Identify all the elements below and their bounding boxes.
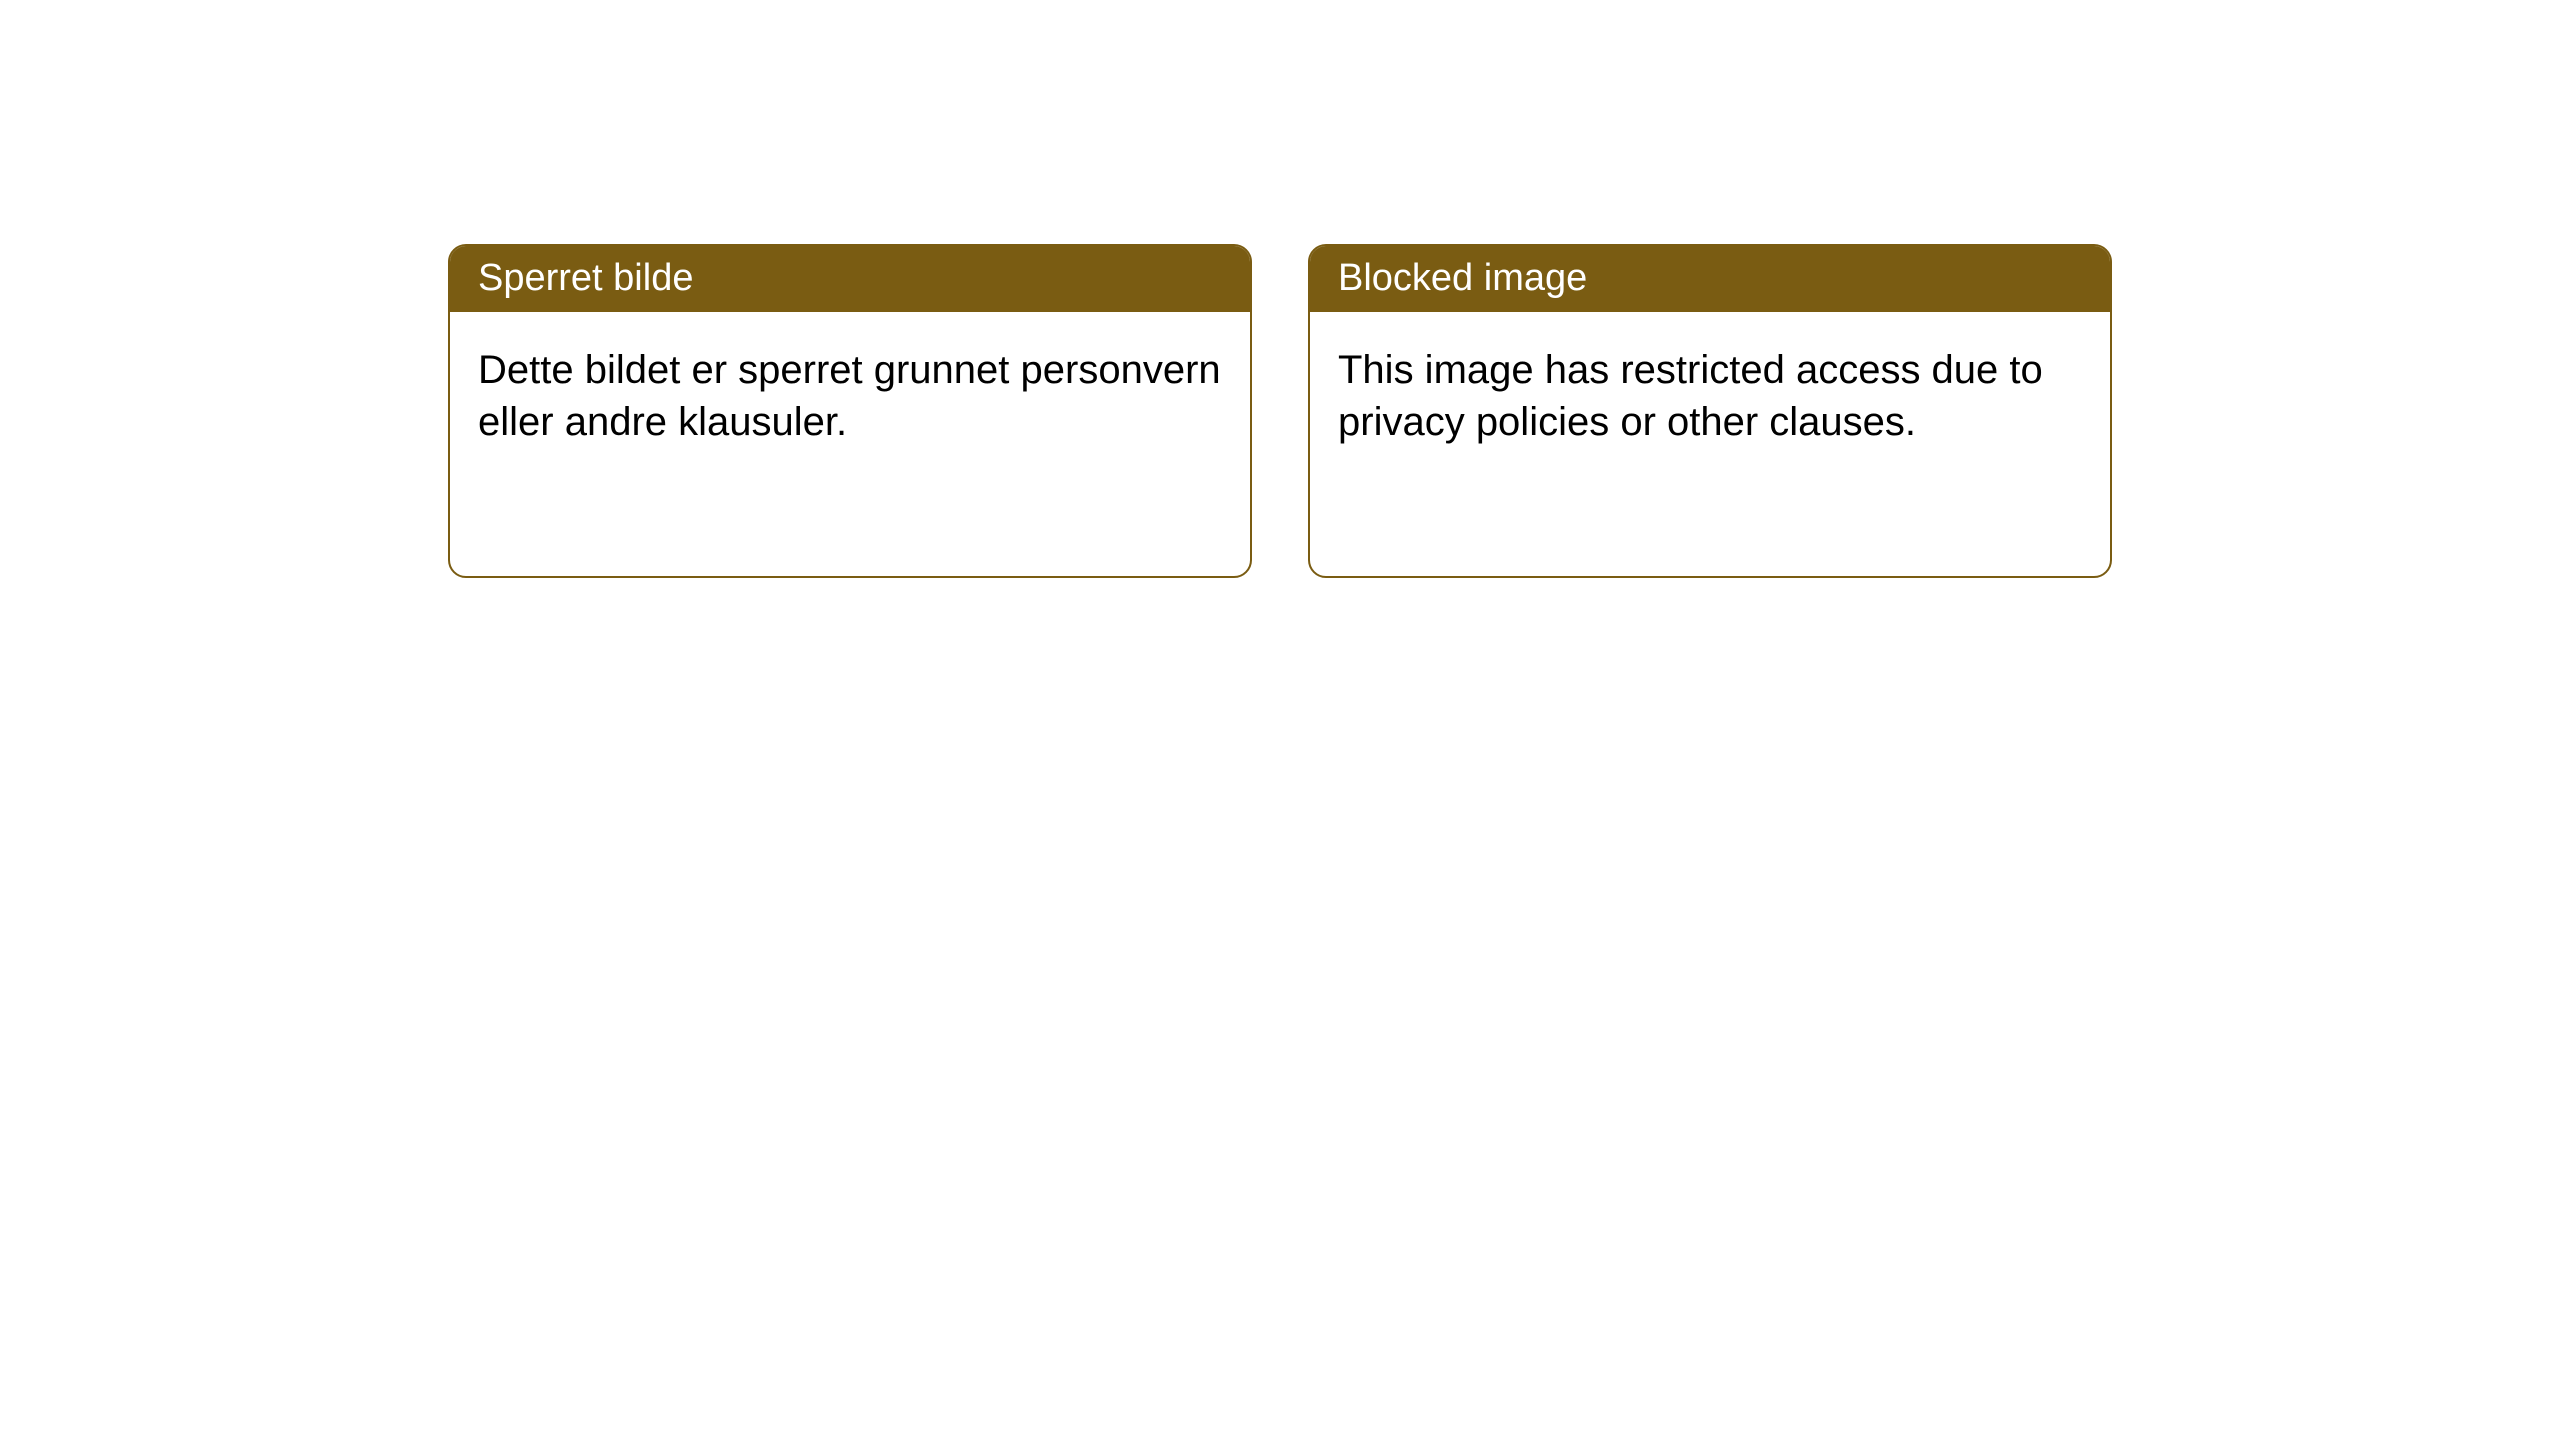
notice-box-english: Blocked image This image has restricted …	[1308, 244, 2112, 578]
notice-title: Blocked image	[1338, 257, 1587, 299]
notice-header: Blocked image	[1310, 246, 2110, 312]
notice-body: This image has restricted access due to …	[1310, 312, 2110, 480]
notice-body-text: Dette bildet er sperret grunnet personve…	[478, 348, 1221, 444]
notice-body-text: This image has restricted access due to …	[1338, 348, 2043, 444]
notices-container: Sperret bilde Dette bildet er sperret gr…	[0, 0, 2560, 578]
notice-body: Dette bildet er sperret grunnet personve…	[450, 312, 1250, 480]
notice-header: Sperret bilde	[450, 246, 1250, 312]
notice-box-norwegian: Sperret bilde Dette bildet er sperret gr…	[448, 244, 1252, 578]
notice-title: Sperret bilde	[478, 257, 693, 299]
